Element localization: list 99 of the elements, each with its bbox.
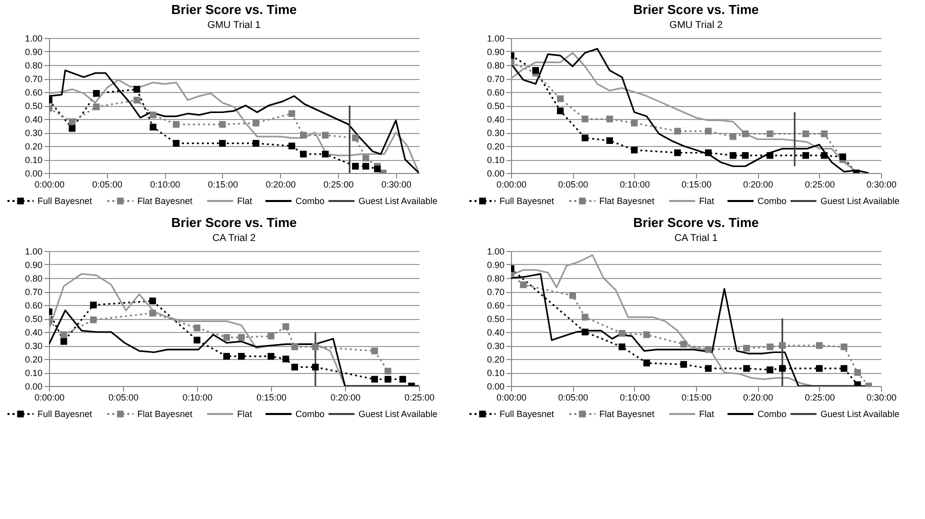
y-tick-label: 0.30: [24, 341, 42, 351]
x-tick-label: 0:30:00: [866, 180, 897, 190]
x-tick-label: 0:05:00: [92, 180, 122, 190]
x-tick-label: 0:20:00: [743, 180, 774, 190]
x-tick-label: 0:25:00: [324, 180, 354, 190]
y-tick-label: 0.40: [486, 328, 504, 338]
legend-label: Guest List Available: [820, 196, 900, 206]
legend-label: Combo: [296, 196, 325, 206]
y-tick-label: 0.70: [24, 74, 42, 84]
x-tick-label: 0:20:00: [743, 392, 774, 402]
legend-label: Flat Bayesnet: [137, 196, 193, 206]
y-tick-label: 0.60: [24, 300, 42, 310]
legend-label: Full Bayesnet: [38, 409, 93, 419]
legend-label: Combo: [296, 409, 325, 419]
y-tick-label: 0.00: [24, 168, 42, 178]
y-tick-label: 0.60: [486, 88, 504, 98]
y-tick-label: 0.20: [24, 354, 42, 364]
x-tick-label: 0:00:00: [34, 392, 65, 402]
legend-label: Flat: [237, 409, 253, 419]
y-tick-label: 0.80: [24, 60, 42, 70]
y-tick-label: 0.90: [486, 260, 504, 270]
x-tick-label: 0:05:00: [558, 392, 588, 402]
y-tick-label: 0.30: [486, 128, 504, 138]
y-tick-label: 0.40: [24, 328, 42, 338]
y-tick-label: 1.00: [486, 246, 504, 256]
x-tick-label: 0:10:00: [620, 180, 650, 190]
legend-label: Guest List Available: [358, 409, 438, 419]
y-tick-label: 0.60: [486, 300, 504, 310]
y-tick-label: 0.40: [24, 114, 42, 124]
legend-label: Flat: [237, 196, 253, 206]
y-tick-label: 0.00: [486, 382, 504, 392]
y-tick-label: 0.10: [24, 368, 42, 378]
legend-label: Flat: [699, 409, 715, 419]
y-tick-label: 0.50: [24, 314, 42, 324]
y-tick-label: 0.20: [486, 354, 504, 364]
legend-label: Flat Bayesnet: [599, 409, 655, 419]
legend-label: Combo: [758, 409, 787, 419]
y-tick-label: 1.00: [24, 246, 42, 256]
x-tick-label: 0:00:00: [496, 392, 527, 402]
y-tick-label: 0.90: [486, 47, 504, 57]
x-tick-label: 0:15:00: [681, 392, 712, 402]
y-tick-label: 0.70: [486, 287, 504, 297]
legend-label: Flat Bayesnet: [137, 409, 193, 419]
y-tick-label: 0.40: [486, 114, 504, 124]
y-tick-label: 0.90: [24, 47, 42, 57]
legend-label: Full Bayesnet: [500, 409, 555, 419]
chart-subtitle: CA Trial 2: [212, 233, 256, 244]
y-tick-label: 0.20: [486, 142, 504, 152]
chart-title: Brier Score vs. Time: [633, 2, 759, 17]
x-tick-label: 0:10:00: [182, 392, 213, 402]
chart-subtitle: CA Trial 1: [674, 233, 718, 244]
x-tick-label: 0:30:00: [866, 392, 897, 402]
chart-subtitle: GMU Trial 1: [207, 20, 262, 31]
x-tick-label: 0:15:00: [256, 392, 287, 402]
y-tick-label: 0.50: [24, 101, 42, 111]
y-tick-label: 0.30: [24, 128, 42, 138]
y-tick-label: 0.30: [486, 341, 504, 351]
x-tick-label: 0:25:00: [404, 392, 435, 402]
y-tick-label: 1.00: [24, 34, 42, 44]
x-tick-label: 0:15:00: [681, 180, 712, 190]
legend-label: Guest List Available: [820, 409, 900, 419]
x-tick-label: 0:15:00: [208, 180, 238, 190]
y-tick-label: 0.10: [24, 155, 42, 165]
y-tick-label: 0.80: [486, 60, 504, 70]
legend-label: Full Bayesnet: [38, 196, 93, 206]
legend-label: Full Bayesnet: [500, 196, 555, 206]
y-tick-label: 0.80: [486, 274, 504, 284]
chart-title: Brier Score vs. Time: [633, 215, 759, 230]
y-tick-label: 0.60: [24, 88, 42, 98]
x-tick-label: 0:10:00: [620, 392, 650, 402]
chart-title: Brier Score vs. Time: [171, 215, 297, 230]
x-tick-label: 0:00:00: [34, 180, 65, 190]
y-tick-label: 0.10: [486, 368, 504, 378]
legend-label: Combo: [758, 196, 787, 206]
y-tick-label: 0.80: [24, 274, 42, 284]
chart-title: Brier Score vs. Time: [171, 2, 297, 17]
x-tick-label: 0:05:00: [558, 180, 588, 190]
x-tick-label: 0:20:00: [266, 180, 296, 190]
x-tick-label: 0:30:00: [381, 180, 412, 190]
y-tick-label: 0.00: [486, 168, 504, 178]
x-tick-label: 0:25:00: [804, 392, 835, 402]
legend-label: Guest List Available: [358, 196, 438, 206]
y-tick-label: 0.70: [486, 74, 504, 84]
x-tick-label: 0:25:00: [804, 180, 835, 190]
y-tick-label: 0.00: [24, 382, 42, 392]
x-tick-label: 0:00:00: [496, 180, 527, 190]
legend-label: Flat: [699, 196, 715, 206]
y-tick-label: 0.50: [486, 314, 504, 324]
chart-subtitle: GMU Trial 2: [669, 20, 724, 31]
y-tick-label: 0.10: [486, 155, 504, 165]
x-tick-label: 0:05:00: [108, 392, 139, 402]
y-tick-label: 0.20: [24, 142, 42, 152]
y-tick-label: 1.00: [486, 34, 504, 44]
legend-label: Flat Bayesnet: [599, 196, 655, 206]
y-tick-label: 0.90: [24, 260, 42, 270]
x-tick-label: 0:20:00: [330, 392, 361, 402]
x-tick-label: 0:10:00: [150, 180, 180, 190]
y-tick-label: 0.70: [24, 287, 42, 297]
y-tick-label: 0.50: [486, 101, 504, 111]
